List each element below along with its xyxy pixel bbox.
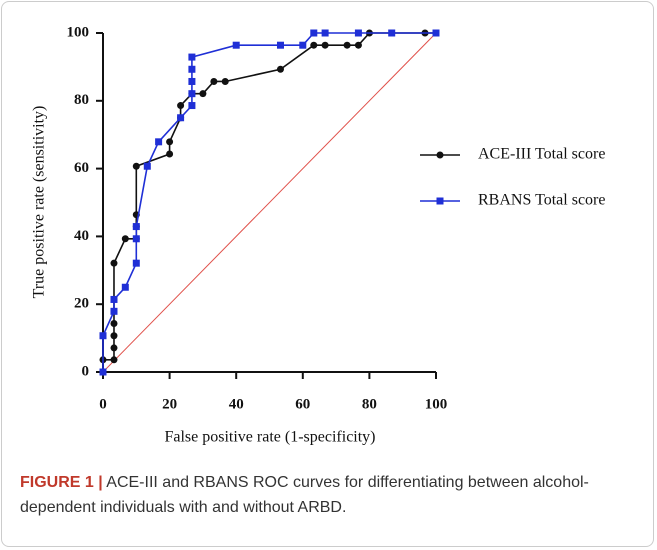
marker (110, 307, 118, 315)
marker (132, 223, 140, 231)
marker (166, 138, 174, 146)
caption-text: ACE-III and RBANS ROC curves for differe… (20, 474, 589, 516)
marker (354, 41, 362, 49)
marker (232, 41, 240, 49)
marker (199, 90, 207, 98)
x-tick-label: 100 (425, 396, 448, 412)
legend-marker (436, 151, 444, 159)
marker (432, 29, 440, 37)
y-tick-label: 20 (74, 296, 89, 312)
marker (99, 332, 107, 340)
marker (276, 41, 284, 49)
marker (110, 295, 118, 303)
marker (110, 344, 118, 352)
marker (221, 77, 229, 85)
y-tick-label: 60 (74, 160, 89, 176)
reference-line (102, 32, 437, 373)
marker (110, 332, 118, 340)
chart: False positive rate (1-specificity) True… (31, 24, 606, 446)
marker (99, 368, 107, 376)
marker (166, 150, 174, 158)
marker (177, 114, 185, 122)
marker (132, 235, 140, 243)
marker (299, 41, 307, 49)
marker (188, 77, 196, 85)
marker (276, 65, 284, 73)
marker (177, 102, 185, 110)
x-tick-label: 40 (229, 396, 244, 412)
caption-label: FIGURE 1 | (20, 474, 103, 491)
marker (121, 283, 129, 291)
marker (310, 29, 318, 37)
marker (343, 41, 351, 49)
caption: FIGURE 1 | ACE-III and RBANS ROC curves … (20, 470, 630, 520)
x-tick-label: 80 (362, 396, 377, 412)
marker (110, 320, 118, 328)
y-axis-label: True positive rate (sensitivity) (31, 106, 48, 299)
marker (210, 77, 218, 85)
marker (110, 356, 118, 364)
y-tick-label: 100 (67, 24, 90, 40)
y-tick-label: 0 (82, 363, 90, 379)
marker (188, 53, 196, 61)
legend-label: ACE-III Total score (478, 146, 605, 163)
marker (121, 235, 129, 243)
x-tick-label: 60 (295, 396, 310, 412)
marker (388, 29, 396, 37)
marker (132, 162, 140, 170)
x-tick-label: 20 (162, 396, 177, 412)
marker (155, 138, 163, 146)
legend-label: RBANS Total score (478, 192, 605, 209)
legend-marker (436, 197, 444, 205)
marker (321, 41, 329, 49)
marker (188, 90, 196, 98)
marker (188, 102, 196, 110)
marker (110, 259, 118, 267)
y-tick-label: 80 (74, 92, 89, 108)
marker (132, 259, 140, 267)
marker (143, 162, 151, 170)
x-axis-label: False positive rate (1-specificity) (164, 429, 375, 446)
y-tick-label: 40 (74, 228, 89, 244)
marker (321, 29, 329, 37)
marker (310, 41, 318, 49)
x-tick-label: 0 (99, 396, 107, 412)
marker (354, 29, 362, 37)
marker (188, 65, 196, 73)
